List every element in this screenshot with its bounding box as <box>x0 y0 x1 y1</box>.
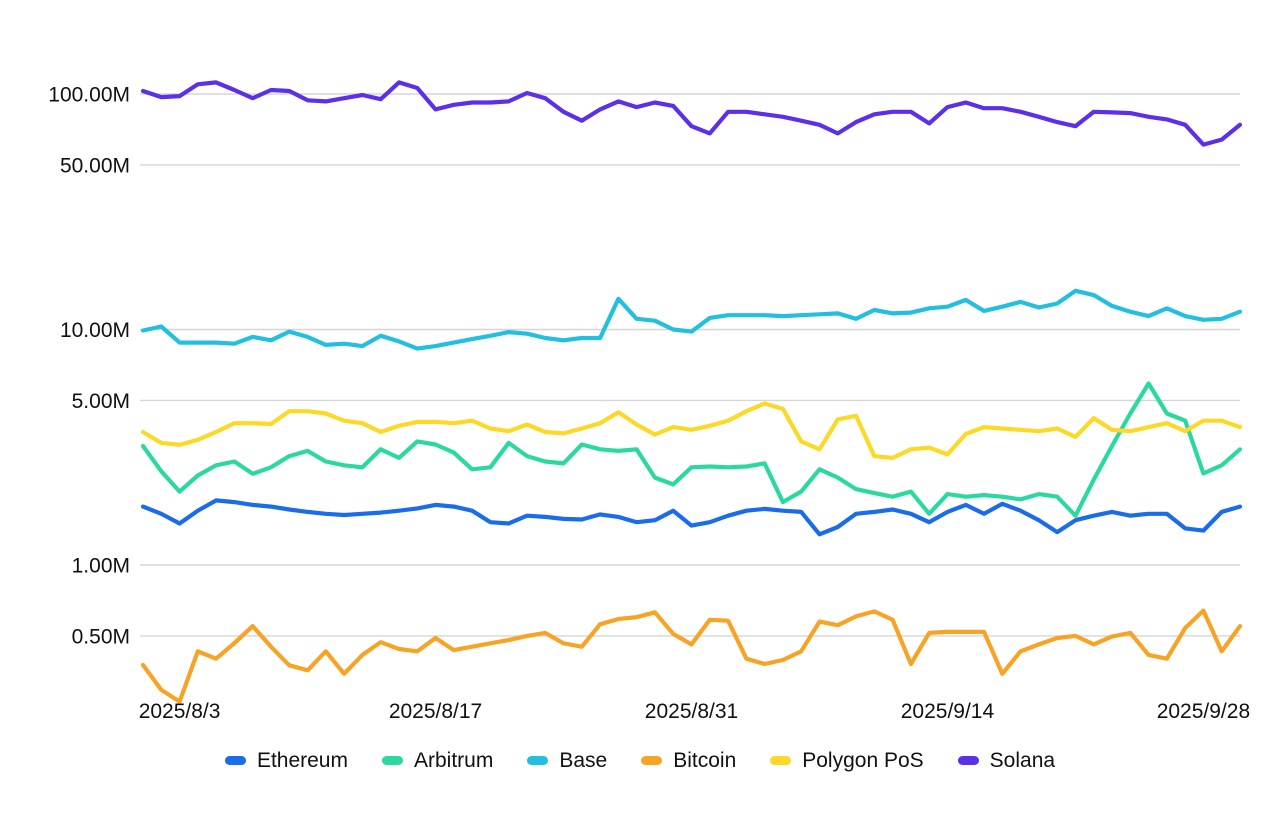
chart-plot-area: 100.00M 50.00M 10.00M 5.00M 1.00M 0.50M 2025/8… <box>48 80 1250 723</box>
chart-legend: Ethereum Arbitrum Base Bitcoin Polygon PoS So… <box>0 750 1280 771</box>
x-axis-tick-label: 2025/9/14 <box>901 700 995 723</box>
legend-label-polygon-pos: Polygon PoS <box>802 749 924 772</box>
legend-swatch-base <box>527 756 549 765</box>
x-axis-tick-label: 2025/8/17 <box>389 700 482 723</box>
legend-item-base[interactable]: Base <box>527 750 607 771</box>
legend-label-bitcoin: Bitcoin <box>673 749 737 772</box>
x-axis-tick-label: 2025/9/28 <box>1157 700 1250 723</box>
legend-label-ethereum: Ethereum <box>256 749 348 772</box>
y-axis-tick-label: 100.00M <box>48 84 130 107</box>
y-axis-tick-label: 10.00M <box>60 319 130 342</box>
x-axis-tick-label: 2025/8/31 <box>645 700 738 723</box>
legend-swatch-bitcoin <box>641 756 663 765</box>
legend-label-arbitrum: Arbitrum <box>413 749 494 772</box>
x-axis-tick-label: 2025/8/3 <box>139 700 221 723</box>
y-axis-tick-label: 1.00M <box>72 555 130 578</box>
legend-item-bitcoin[interactable]: Bitcoin <box>641 750 736 771</box>
series-line-bitcoin <box>140 608 1243 704</box>
series-line-polygon-pos <box>140 401 1243 460</box>
y-axis-tick-label: 5.00M <box>72 390 130 413</box>
legend-swatch-arbitrum <box>381 756 403 765</box>
legend-item-polygon-pos[interactable]: Polygon PoS <box>770 749 924 772</box>
series-line-solana <box>140 80 1243 147</box>
legend-swatch-polygon-pos <box>770 756 792 765</box>
legend-item-solana[interactable]: Solana <box>957 749 1056 772</box>
series-line-base <box>140 288 1243 351</box>
legend-swatch-ethereum <box>224 756 246 765</box>
y-axis-tick-label: 0.50M <box>72 625 130 648</box>
y-axis-tick-label: 50.00M <box>60 154 130 177</box>
legend-label-solana: Solana <box>989 749 1056 772</box>
legend-item-arbitrum[interactable]: Arbitrum <box>381 749 494 772</box>
legend-item-ethereum[interactable]: Ethereum <box>224 749 348 772</box>
series-line-ethereum <box>140 498 1243 537</box>
series-line-arbitrum <box>140 381 1243 518</box>
legend-label-base: Base <box>559 749 608 772</box>
legend-swatch-solana <box>957 756 979 765</box>
